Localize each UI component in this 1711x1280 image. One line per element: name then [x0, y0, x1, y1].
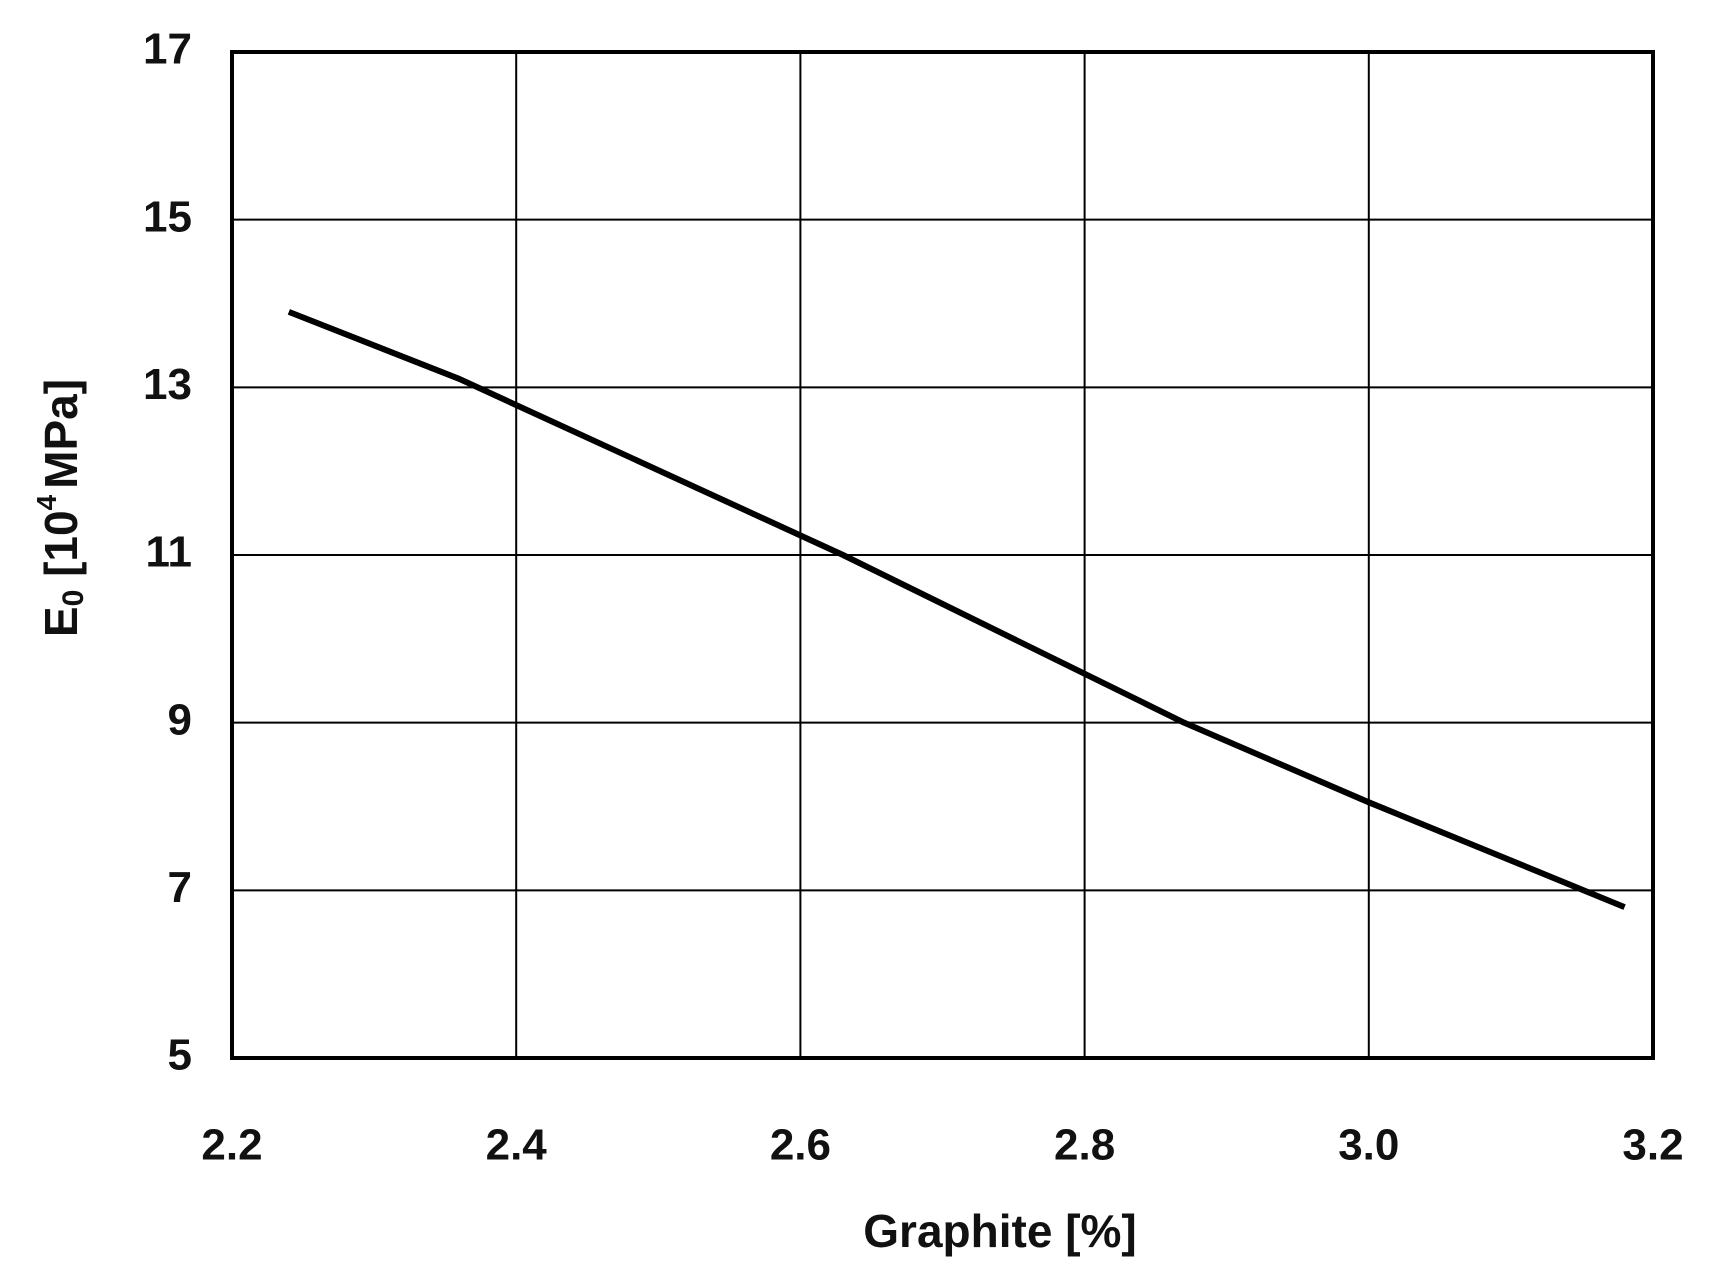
x-tick-label: 2.8	[1054, 1121, 1115, 1170]
x-tick-label: 2.6	[770, 1121, 831, 1170]
y-tick-label: 11	[145, 528, 192, 577]
x-tick-label: 3.2	[1622, 1121, 1683, 1170]
x-tick-label: 3.0	[1338, 1121, 1399, 1170]
data-line	[287, 309, 1626, 910]
x-tick-label: 2.4	[486, 1121, 548, 1170]
y-title-unit: [10	[35, 510, 87, 589]
x-tick-label: 2.2	[201, 1121, 262, 1170]
y-tick-label: 13	[143, 360, 192, 409]
plot-frame	[230, 50, 1655, 1060]
y-title-subscript: 0	[57, 590, 90, 607]
y-tick-label: 9	[168, 695, 192, 744]
y-tick-label: 7	[168, 863, 192, 912]
y-tick-label: 5	[168, 1031, 192, 1080]
y-tick-label: 17	[143, 25, 192, 74]
y-title-superscript: 4	[31, 494, 62, 510]
y-axis-title: E0 [104 MPa]	[31, 379, 90, 637]
y-title-unit-end: MPa]	[35, 379, 87, 489]
x-axis-title: Graphite [%]	[863, 1205, 1136, 1257]
y-title-base: E	[35, 606, 87, 637]
y-tick-label: 15	[143, 192, 192, 241]
